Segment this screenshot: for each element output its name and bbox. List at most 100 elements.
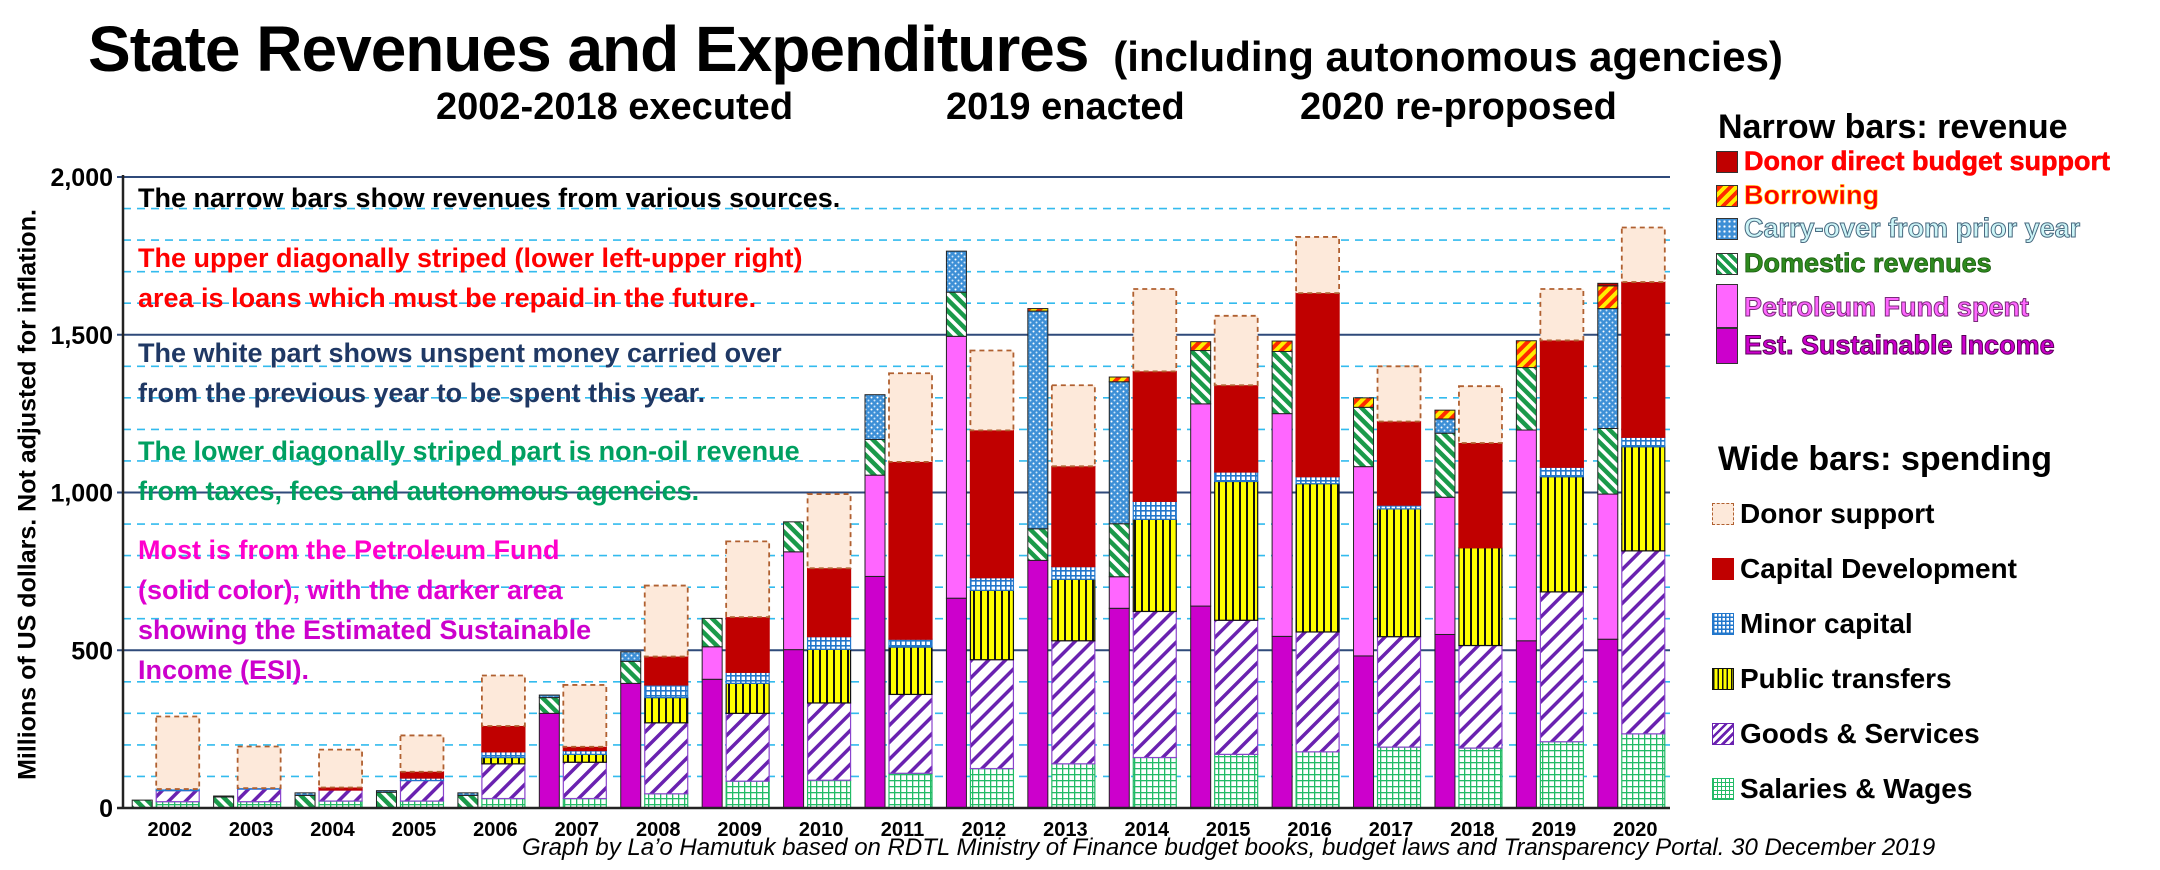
blue-dotted-swatch-icon — [1716, 217, 1738, 240]
revenue-bar-carry-over-2005 — [375, 790, 397, 793]
spending-bar-capital-dev-2014 — [1132, 370, 1177, 502]
spending-bar-capital-dev-2013 — [1051, 465, 1096, 568]
spending-bar-donor-support-2003 — [236, 745, 282, 790]
revenue-bar-pf-spent-2019 — [1515, 429, 1537, 642]
legend-item-public-transfers: Public transfers — [1712, 663, 1952, 695]
spending-bar-minor-capital-2009 — [725, 671, 770, 684]
x-tick-label: 2012 — [962, 819, 1007, 841]
spending-bar-donor-support-2014 — [1132, 288, 1178, 373]
spending-bar-public-transfers-2012 — [969, 589, 1015, 661]
spending-bar-donor-support-2009 — [725, 540, 771, 619]
annotation-note: from the previous year to be spent this … — [138, 378, 706, 408]
y-tick-label: 2,000 — [50, 164, 113, 192]
spending-bar-donor-support-2019 — [1539, 288, 1585, 342]
chart-title: State Revenues and Expenditures (includi… — [88, 12, 1783, 86]
revenue-bar-esi-2020 — [1597, 638, 1619, 809]
spending-bar-public-transfers-2018 — [1458, 547, 1503, 647]
x-tick-label: 2005 — [392, 819, 437, 841]
revenue-bar-pf-spent-2020 — [1597, 493, 1619, 640]
revenue-bar-carry-over-2008 — [620, 651, 642, 662]
spending-bar-donor-support-2010 — [806, 493, 852, 570]
spending-bar-public-transfers-2013 — [1051, 578, 1096, 642]
spending-bar-public-transfers-2007 — [562, 753, 607, 763]
x-tick-label: 2007 — [555, 819, 600, 841]
spending-bar-goods-services-2006 — [481, 763, 526, 800]
legend-item-borrowing: Borrowing — [1716, 180, 1879, 211]
chart-title-main: State Revenues and Expenditures — [88, 13, 1089, 85]
spending-bar-minor-capital-2015 — [1214, 471, 1259, 483]
yellow-red-diagonal-swatch-icon — [1716, 184, 1738, 207]
revenue-bar-carry-over-2020 — [1597, 308, 1619, 429]
spending-bar-minor-capital-2016 — [1295, 476, 1340, 485]
revenue-bar-borrowing-2015 — [1190, 341, 1212, 352]
revenue-bar-domestic-2008 — [620, 660, 642, 684]
spending-bar-donor-support-2011 — [888, 372, 933, 463]
spending-bar-minor-capital-2020 — [1621, 436, 1666, 448]
revenue-bar-carry-over-2014 — [1108, 381, 1130, 525]
spending-bar-goods-services-2012 — [969, 659, 1015, 770]
revenue-bar-carry-over-2012 — [945, 250, 967, 293]
green-grid-swatch-icon — [1712, 778, 1734, 800]
revenue-bar-esi-2014 — [1108, 607, 1130, 809]
revenue-bar-borrowing-2019 — [1515, 340, 1537, 369]
y-tick-label: 1,000 — [50, 480, 113, 508]
spending-bar-capital-dev-2010 — [806, 567, 852, 638]
y-tick-label: 0 — [99, 795, 113, 823]
spending-bar-goods-services-2014 — [1132, 610, 1177, 759]
spending-bar-public-transfers-2015 — [1214, 480, 1259, 621]
spending-bar-goods-services-2005 — [399, 779, 445, 802]
revenue-bar-pf-spent-2016 — [1271, 413, 1293, 637]
revenue-bar-domestic-2004 — [294, 794, 316, 809]
spending-bar-salaries-2012 — [969, 767, 1015, 809]
revenue-bar-domestic-2015 — [1190, 350, 1212, 405]
spending-bar-donor-support-2004 — [318, 748, 363, 789]
spending-bar-goods-services-2009 — [725, 712, 770, 782]
spending-bar-donor-support-2002 — [155, 715, 201, 790]
spending-bar-salaries-2016 — [1295, 751, 1340, 809]
revenue-bar-carry-over-2018 — [1434, 418, 1456, 434]
legend-item-esi: Est. Sustainable Income — [1744, 330, 2056, 361]
x-tick-label: 2014 — [1125, 819, 1170, 841]
pink-solid-swatch-icon — [1716, 284, 1738, 328]
source-footer: Graph by La’o Hamutuk based on RDTL Mini… — [522, 834, 1936, 861]
spending-bar-goods-services-2018 — [1458, 644, 1503, 749]
revenue-bar-domestic-2009 — [701, 617, 723, 648]
revenue-bar-esi-2008 — [620, 682, 642, 809]
spending-bar-capital-dev-2005 — [399, 771, 445, 779]
spending-bar-public-transfers-2017 — [1376, 508, 1422, 638]
revenue-bar-domestic-2006 — [457, 794, 479, 809]
revenue-bar-borrowing-2018 — [1434, 409, 1456, 420]
spending-bar-capital-dev-2016 — [1295, 292, 1340, 478]
legend-item-pf-spent: Petroleum Fund spent — [1743, 292, 2030, 323]
revenue-bar-domestic-2005 — [375, 791, 397, 809]
revenue-bar-borrowing-2013 — [1027, 308, 1049, 312]
x-tick-label: 2016 — [1287, 819, 1332, 841]
revenue-bar-esi-2010 — [783, 649, 805, 809]
subtitle-executed: 2002-2018 executed — [436, 86, 794, 128]
spending-bar-goods-services-2016 — [1295, 631, 1340, 753]
revenue-bar-domestic-2017 — [1353, 406, 1375, 468]
spending-bar-minor-capital-2012 — [969, 577, 1015, 591]
spending-bar-minor-capital-2008 — [644, 684, 689, 699]
spending-bar-minor-capital-2006 — [481, 751, 526, 759]
spending-bar-minor-capital-2010 — [806, 636, 852, 650]
legend-item-salaries: Salaries & Wages — [1712, 773, 1972, 805]
blue-grid-swatch-icon — [1712, 613, 1734, 635]
revenue-bar-esi-2013 — [1027, 559, 1049, 809]
spending-bar-salaries-2017 — [1376, 746, 1422, 809]
spending-bar-salaries-2014 — [1132, 756, 1177, 809]
spending-bar-donor-support-2017 — [1376, 365, 1422, 423]
spending-bar-salaries-2006 — [481, 797, 526, 809]
spending-bar-minor-capital-2011 — [888, 638, 933, 648]
legend-item-goods-services: Goods & Services — [1712, 718, 1980, 750]
chart-title-qualifier: (including autonomous agencies) — [1113, 33, 1783, 80]
annotation-note: area is loans which must be repaid in th… — [138, 283, 757, 313]
spending-bar-donor-support-2008 — [643, 584, 689, 658]
x-tick-label: 2020 — [1613, 819, 1658, 841]
spending-bar-donor-support-2006 — [480, 674, 526, 727]
revenue-bar-esi-2009 — [701, 678, 723, 809]
spending-bar-minor-capital-2014 — [1132, 500, 1177, 520]
green-diagonal-swatch-icon — [1716, 252, 1738, 275]
spending-bar-capital-dev-2011 — [888, 461, 933, 640]
revenue-bar-carry-over-2003 — [213, 795, 235, 798]
